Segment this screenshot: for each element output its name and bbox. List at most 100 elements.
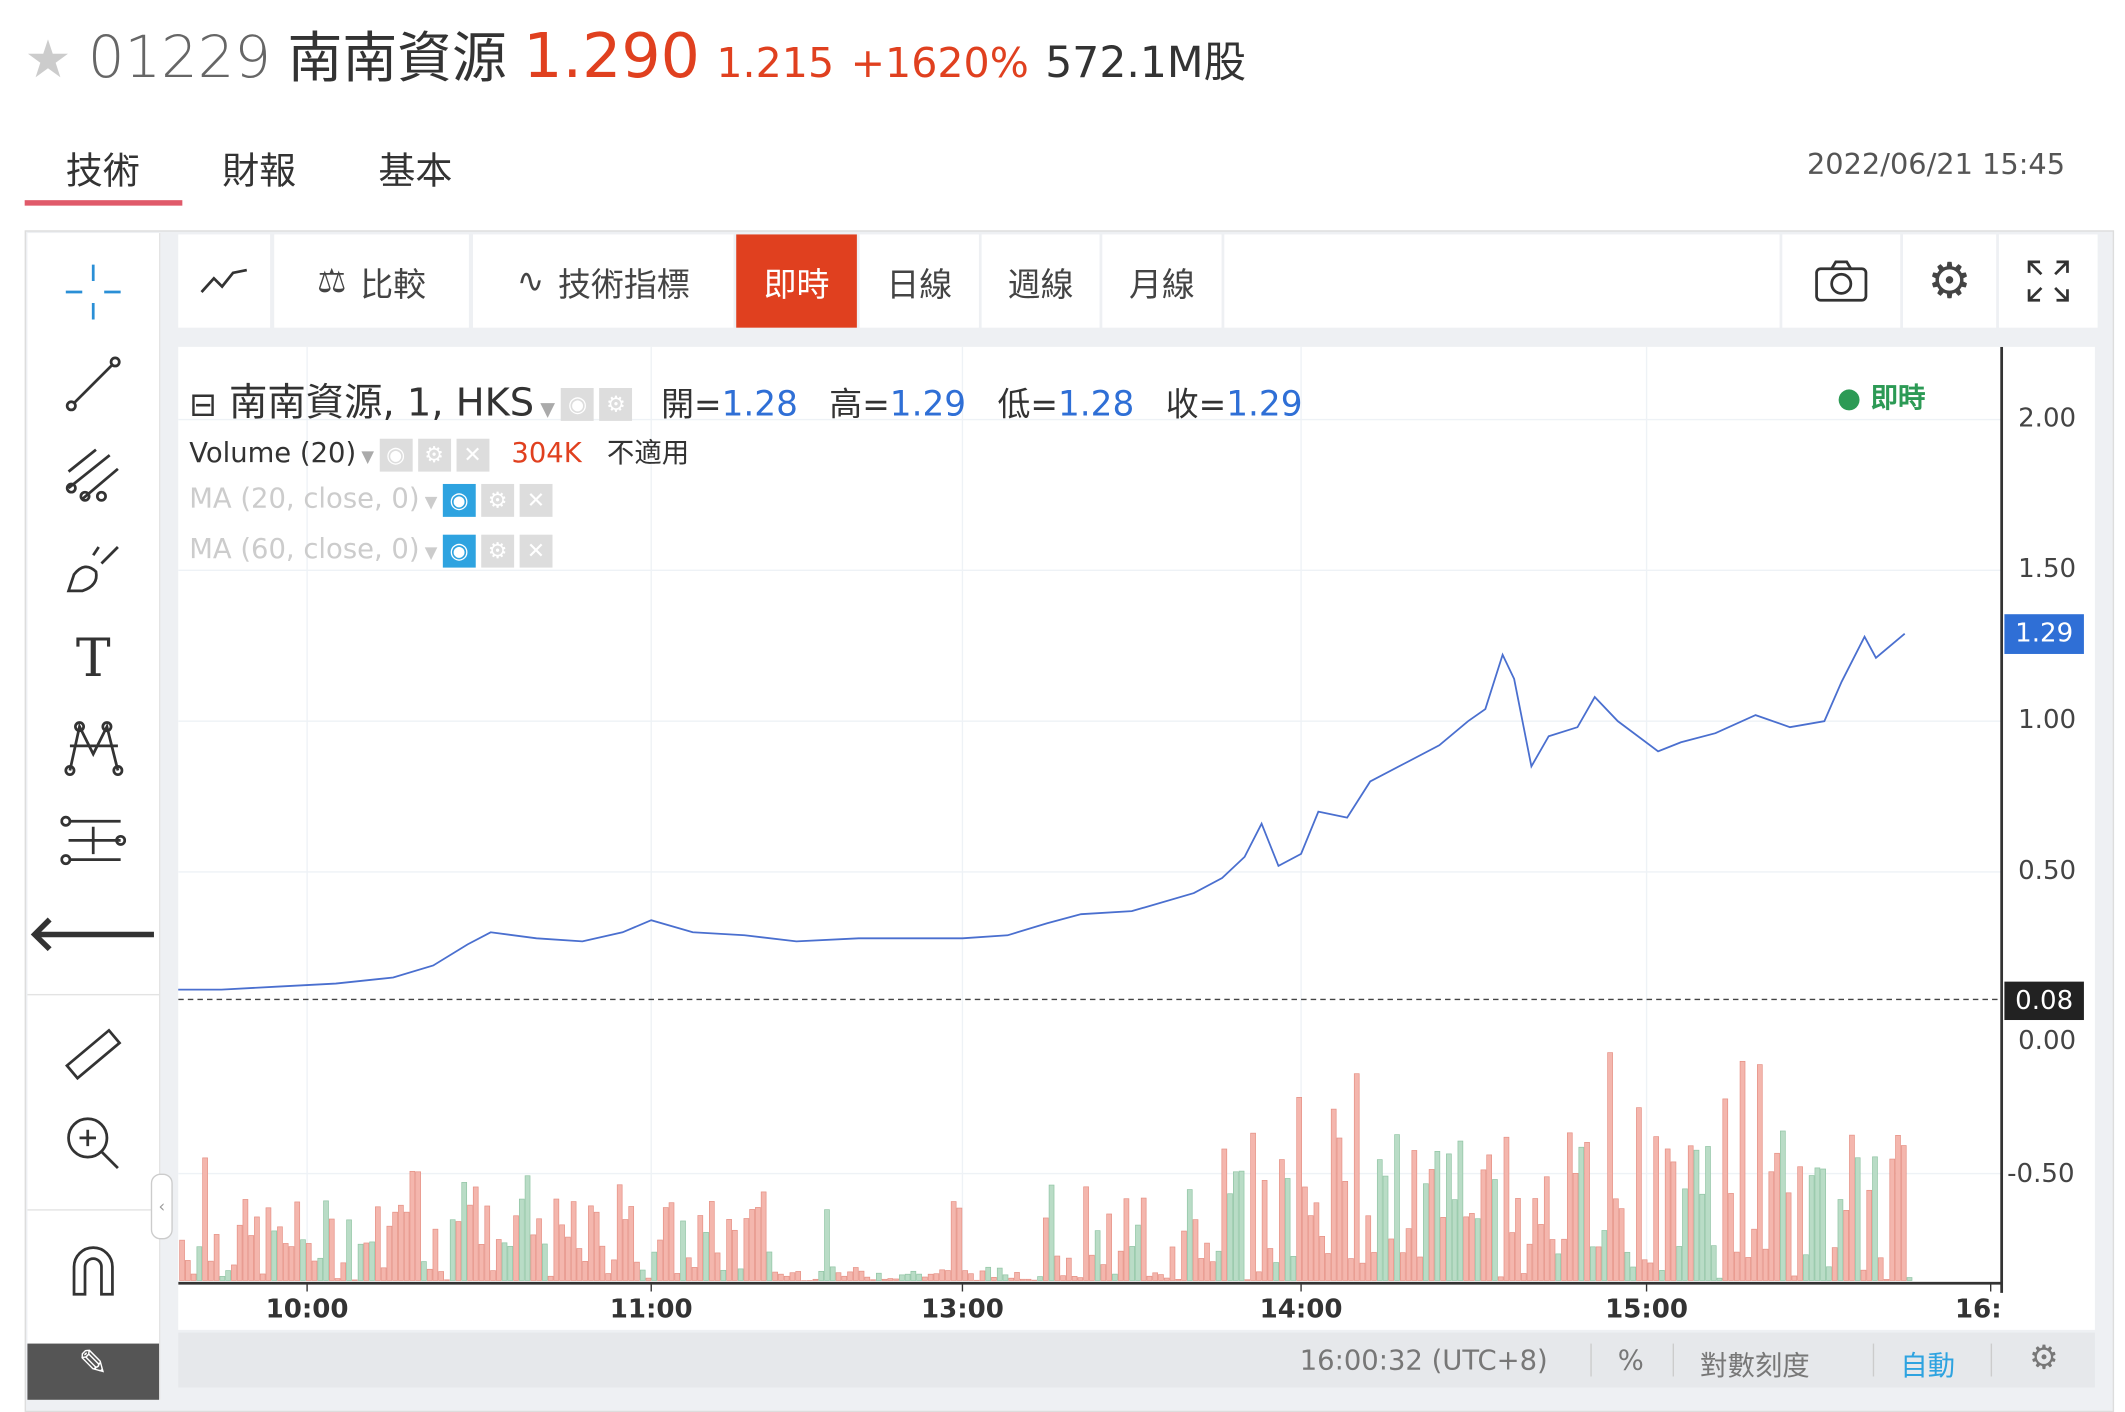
settings-icon[interactable]: ⚙: [418, 438, 451, 471]
pitchfork-icon[interactable]: [60, 441, 126, 507]
volume-bar: [1395, 1135, 1400, 1281]
volume-bar: [1372, 1252, 1377, 1280]
x-tick-label: 13:00: [921, 1294, 1004, 1324]
volume-bar: [1469, 1213, 1474, 1280]
indicators-button[interactable]: ∿技術指標: [473, 234, 733, 327]
compare-button[interactable]: ⚖比較: [274, 234, 469, 327]
crosshair-icon[interactable]: [60, 259, 126, 325]
volume-na: 不適用: [607, 436, 689, 469]
volume-bar: [1763, 1249, 1768, 1280]
brush-icon[interactable]: [60, 533, 126, 599]
ruler-icon[interactable]: [60, 1023, 126, 1089]
volume-bar: [433, 1229, 438, 1280]
zoom-in-icon[interactable]: [60, 1111, 126, 1177]
visibility-icon[interactable]: ◉: [443, 534, 476, 567]
volume-bar: [1562, 1239, 1567, 1280]
lock-drawings-icon[interactable]: ✎: [27, 1344, 159, 1400]
tab-technical[interactable]: 技術: [66, 141, 140, 194]
magnet-icon[interactable]: [60, 1237, 126, 1303]
volume-bar: [272, 1231, 277, 1281]
volume-bar: [1360, 1263, 1365, 1280]
volume-bar: [1274, 1263, 1279, 1281]
volume-bar: [191, 1274, 196, 1280]
visibility-icon[interactable]: ◉: [561, 388, 594, 421]
volume-bar: [1803, 1255, 1808, 1281]
settings-icon[interactable]: ⚙: [600, 388, 633, 421]
monthly-button[interactable]: 月線: [1102, 234, 1221, 327]
weekly-button[interactable]: 週線: [982, 234, 1100, 327]
remove-icon[interactable]: ✕: [519, 534, 552, 567]
symbol-label[interactable]: 南南資源, 1, HKS: [229, 380, 534, 425]
volume-bar: [1498, 1277, 1503, 1281]
collapse-legend-icon[interactable]: ⊟: [189, 385, 217, 423]
camera-icon[interactable]: [1782, 234, 1900, 327]
chevron-down-icon[interactable]: ▼: [420, 492, 443, 511]
remove-icon[interactable]: ✕: [456, 438, 489, 471]
settings-gear-icon[interactable]: ⚙: [1903, 234, 1996, 327]
chart-type-button[interactable]: [178, 234, 270, 327]
tab-financials[interactable]: 財報: [222, 141, 296, 194]
volume-bar: [203, 1158, 208, 1281]
volume-bar: [1867, 1190, 1872, 1280]
volume-bar: [663, 1208, 668, 1281]
volume-bar: [732, 1230, 737, 1280]
volume-bar: [456, 1222, 461, 1281]
status-label: 即時: [1871, 381, 1926, 414]
visibility-icon[interactable]: ◉: [379, 438, 412, 471]
volume-study-label[interactable]: Volume (20): [189, 436, 356, 469]
collapse-toolbar-handle[interactable]: ‹: [151, 1174, 173, 1240]
log-scale-toggle[interactable]: 對數刻度: [1700, 1344, 1810, 1384]
volume-bar: [594, 1212, 599, 1280]
volume-bar: [773, 1272, 778, 1280]
volume-bar: [364, 1243, 369, 1281]
volume-bar: [986, 1267, 991, 1280]
stock-code: 01229: [88, 23, 271, 90]
visibility-icon[interactable]: ◉: [443, 483, 476, 516]
volume-bar: [1256, 1272, 1261, 1281]
trend-line-icon[interactable]: [60, 351, 126, 417]
volume-bar: [992, 1277, 997, 1280]
volume-bar: [254, 1217, 259, 1281]
volume-bar: [352, 1280, 357, 1281]
volume-bar: [1539, 1224, 1544, 1280]
back-arrow-icon[interactable]: 🡐: [60, 899, 126, 965]
volume-bar: [905, 1274, 910, 1280]
volume-bar: [1228, 1194, 1233, 1281]
volume-bar: [473, 1187, 478, 1281]
settings-icon[interactable]: ⚙: [481, 483, 514, 516]
volume-bar: [1665, 1149, 1670, 1281]
volume-bar: [1135, 1225, 1140, 1280]
ma60-label[interactable]: MA (60, close, 0): [189, 532, 419, 565]
measure-levels-icon[interactable]: [60, 808, 126, 874]
volume-bar: [306, 1243, 311, 1280]
fullscreen-icon[interactable]: [1999, 234, 2098, 327]
volume-bar: [462, 1182, 467, 1280]
percent-toggle[interactable]: %: [1618, 1344, 1644, 1377]
realtime-button[interactable]: 即時: [736, 234, 857, 327]
auto-scale-toggle[interactable]: 自動: [1900, 1344, 1955, 1384]
settings-icon[interactable]: ⚙: [481, 534, 514, 567]
volume-bar: [1821, 1169, 1826, 1281]
footer-settings-icon[interactable]: ⚙: [2029, 1338, 2058, 1376]
favorite-star-icon[interactable]: ★: [25, 29, 72, 89]
volume-bar: [738, 1269, 743, 1281]
volume-bar: [1285, 1178, 1290, 1280]
volume-bar: [1613, 1199, 1618, 1281]
ma20-label[interactable]: MA (20, close, 0): [189, 481, 419, 514]
volume-bar: [922, 1277, 927, 1281]
chevron-down-icon[interactable]: ▼: [420, 543, 443, 562]
volume-bar: [525, 1176, 530, 1281]
daily-button[interactable]: 日線: [860, 234, 979, 327]
text-icon[interactable]: T: [60, 625, 126, 691]
volume-bar: [750, 1209, 755, 1280]
volume-bar: [381, 1268, 386, 1281]
volume-bar: [214, 1234, 219, 1280]
chevron-down-icon[interactable]: ▼: [534, 399, 561, 421]
price-change-pct: +1620%: [851, 40, 1029, 88]
volume-bar: [514, 1216, 519, 1281]
tab-fundamentals[interactable]: 基本: [378, 141, 452, 194]
remove-icon[interactable]: ✕: [519, 483, 552, 516]
chevron-down-icon[interactable]: ▼: [356, 447, 379, 466]
volume-bar: [1015, 1272, 1020, 1280]
pattern-icon[interactable]: [60, 716, 126, 782]
